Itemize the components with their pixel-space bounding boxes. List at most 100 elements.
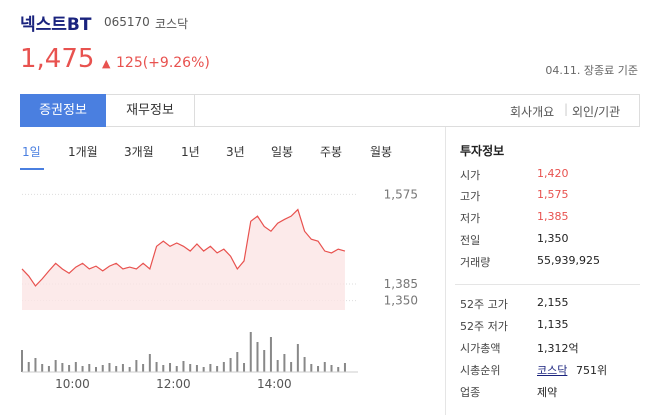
- volume-bar: [121, 364, 124, 372]
- x-tick-label: 10:00: [55, 377, 90, 391]
- volume-bar: [330, 365, 333, 372]
- info-label: 52주 고가: [460, 298, 508, 311]
- date-note: 04.11. 장종료 기준: [545, 64, 638, 77]
- volume-bar: [276, 360, 279, 372]
- volume-bar: [74, 362, 77, 372]
- volume-bar: [343, 363, 346, 372]
- info-label: 업종: [460, 386, 481, 399]
- info-value: 1,350: [537, 232, 569, 245]
- volume-bar: [54, 360, 57, 372]
- volume-bar: [169, 363, 172, 372]
- info-value: 1,385: [537, 210, 569, 223]
- period-tab[interactable]: 월봉: [370, 145, 393, 159]
- active-underline: [20, 168, 44, 170]
- up-arrow: ▲: [102, 57, 111, 70]
- volume-bar: [182, 361, 185, 372]
- x-tick-label: 12:00: [156, 377, 191, 391]
- period-tab[interactable]: 3개월: [124, 145, 154, 159]
- market-link[interactable]: 코스닥: [537, 364, 568, 377]
- y-tick-label: 1,575: [384, 187, 418, 201]
- volume-bar: [202, 367, 205, 372]
- volume-bar: [296, 344, 299, 372]
- volume-bar: [88, 364, 91, 372]
- period-tab[interactable]: 1일: [22, 145, 41, 159]
- stock-name[interactable]: 넥스트BT: [20, 15, 92, 35]
- volume-bar: [61, 363, 64, 372]
- volume-bar: [41, 364, 44, 372]
- info-separator: [455, 284, 640, 285]
- volume-bar: [27, 362, 30, 372]
- divider: [445, 127, 446, 415]
- tab[interactable]: 재무정보: [106, 94, 195, 127]
- volume-bar: [68, 365, 71, 372]
- info-value: 1,312억: [537, 342, 579, 355]
- market: 코스닥: [155, 17, 189, 31]
- period-tab[interactable]: 3년: [226, 145, 245, 159]
- link[interactable]: 회사개요: [510, 105, 555, 119]
- volume-bar: [115, 366, 118, 372]
- info-label: 전일: [460, 234, 481, 247]
- stock-code: 065170: [104, 15, 150, 29]
- volume-bar: [81, 366, 84, 372]
- volume-bar: [222, 362, 225, 372]
- volume-bar: [162, 365, 165, 372]
- info-value: 1,420: [537, 167, 569, 180]
- info-label: 고가: [460, 190, 481, 203]
- y-tick-label: 1,350: [384, 294, 418, 308]
- volume-bar: [216, 366, 219, 372]
- info-value: 751위: [576, 364, 608, 377]
- volume-bar: [303, 357, 306, 372]
- y-tick-label: 1,385: [384, 277, 418, 291]
- info-value: 55,939,925: [537, 254, 600, 267]
- period-tab[interactable]: 주봉: [320, 145, 343, 159]
- volume-bar: [209, 364, 212, 372]
- info-value: 제약: [537, 386, 558, 399]
- info-value: 2,155: [537, 296, 569, 309]
- volume-bar: [21, 350, 23, 372]
- volume-bar: [34, 358, 37, 372]
- tab[interactable]: 증권정보: [20, 94, 106, 127]
- x-tick-label: 14:00: [257, 377, 292, 391]
- volume-bar: [269, 337, 272, 372]
- volume-bar: [189, 364, 192, 372]
- volume-bar: [47, 366, 50, 372]
- volume-bar: [101, 365, 104, 372]
- period-tab[interactable]: 1개월: [68, 145, 98, 159]
- info-value: 1,135: [537, 318, 569, 331]
- volume-bar: [256, 342, 259, 372]
- info-label: 52주 저가: [460, 320, 508, 333]
- period-tab[interactable]: 일봉: [271, 145, 294, 159]
- price-area: [22, 209, 345, 310]
- volume-bar: [337, 367, 340, 372]
- separator: |: [564, 102, 569, 116]
- volume-bar: [95, 367, 98, 372]
- price-line: [21, 208, 346, 287]
- volume-bar: [108, 363, 111, 372]
- volume-bar: [236, 352, 239, 372]
- info-label: 시총순위: [460, 364, 501, 377]
- volume-bar: [283, 354, 286, 372]
- info-label: 거래량: [460, 256, 491, 269]
- volume-bar: [195, 365, 198, 372]
- volume-bar: [128, 367, 131, 372]
- volume-bar: [323, 362, 326, 372]
- change: 125(+9.26%): [116, 55, 210, 71]
- volume-bar: [142, 364, 145, 372]
- volume-bar: [135, 360, 138, 372]
- chart: 1,575 1,385 1,350 10:00 12:00 14:00: [21, 187, 418, 391]
- info-label: 시가: [460, 169, 481, 182]
- volume-bar: [155, 362, 158, 372]
- volume-bar: [243, 363, 246, 372]
- volume-bar: [249, 332, 252, 372]
- price: 1,475: [20, 44, 95, 74]
- volume-bar: [310, 364, 313, 372]
- volume-bar: [148, 354, 151, 372]
- link[interactable]: 외인/기관: [572, 105, 621, 119]
- info-label: 시가총액: [460, 342, 501, 355]
- volume-bar: [175, 366, 178, 372]
- period-tab[interactable]: 1년: [181, 145, 200, 159]
- volume-bar: [263, 350, 266, 372]
- info-title: 투자정보: [460, 144, 505, 158]
- info-value: 1,575: [537, 188, 569, 201]
